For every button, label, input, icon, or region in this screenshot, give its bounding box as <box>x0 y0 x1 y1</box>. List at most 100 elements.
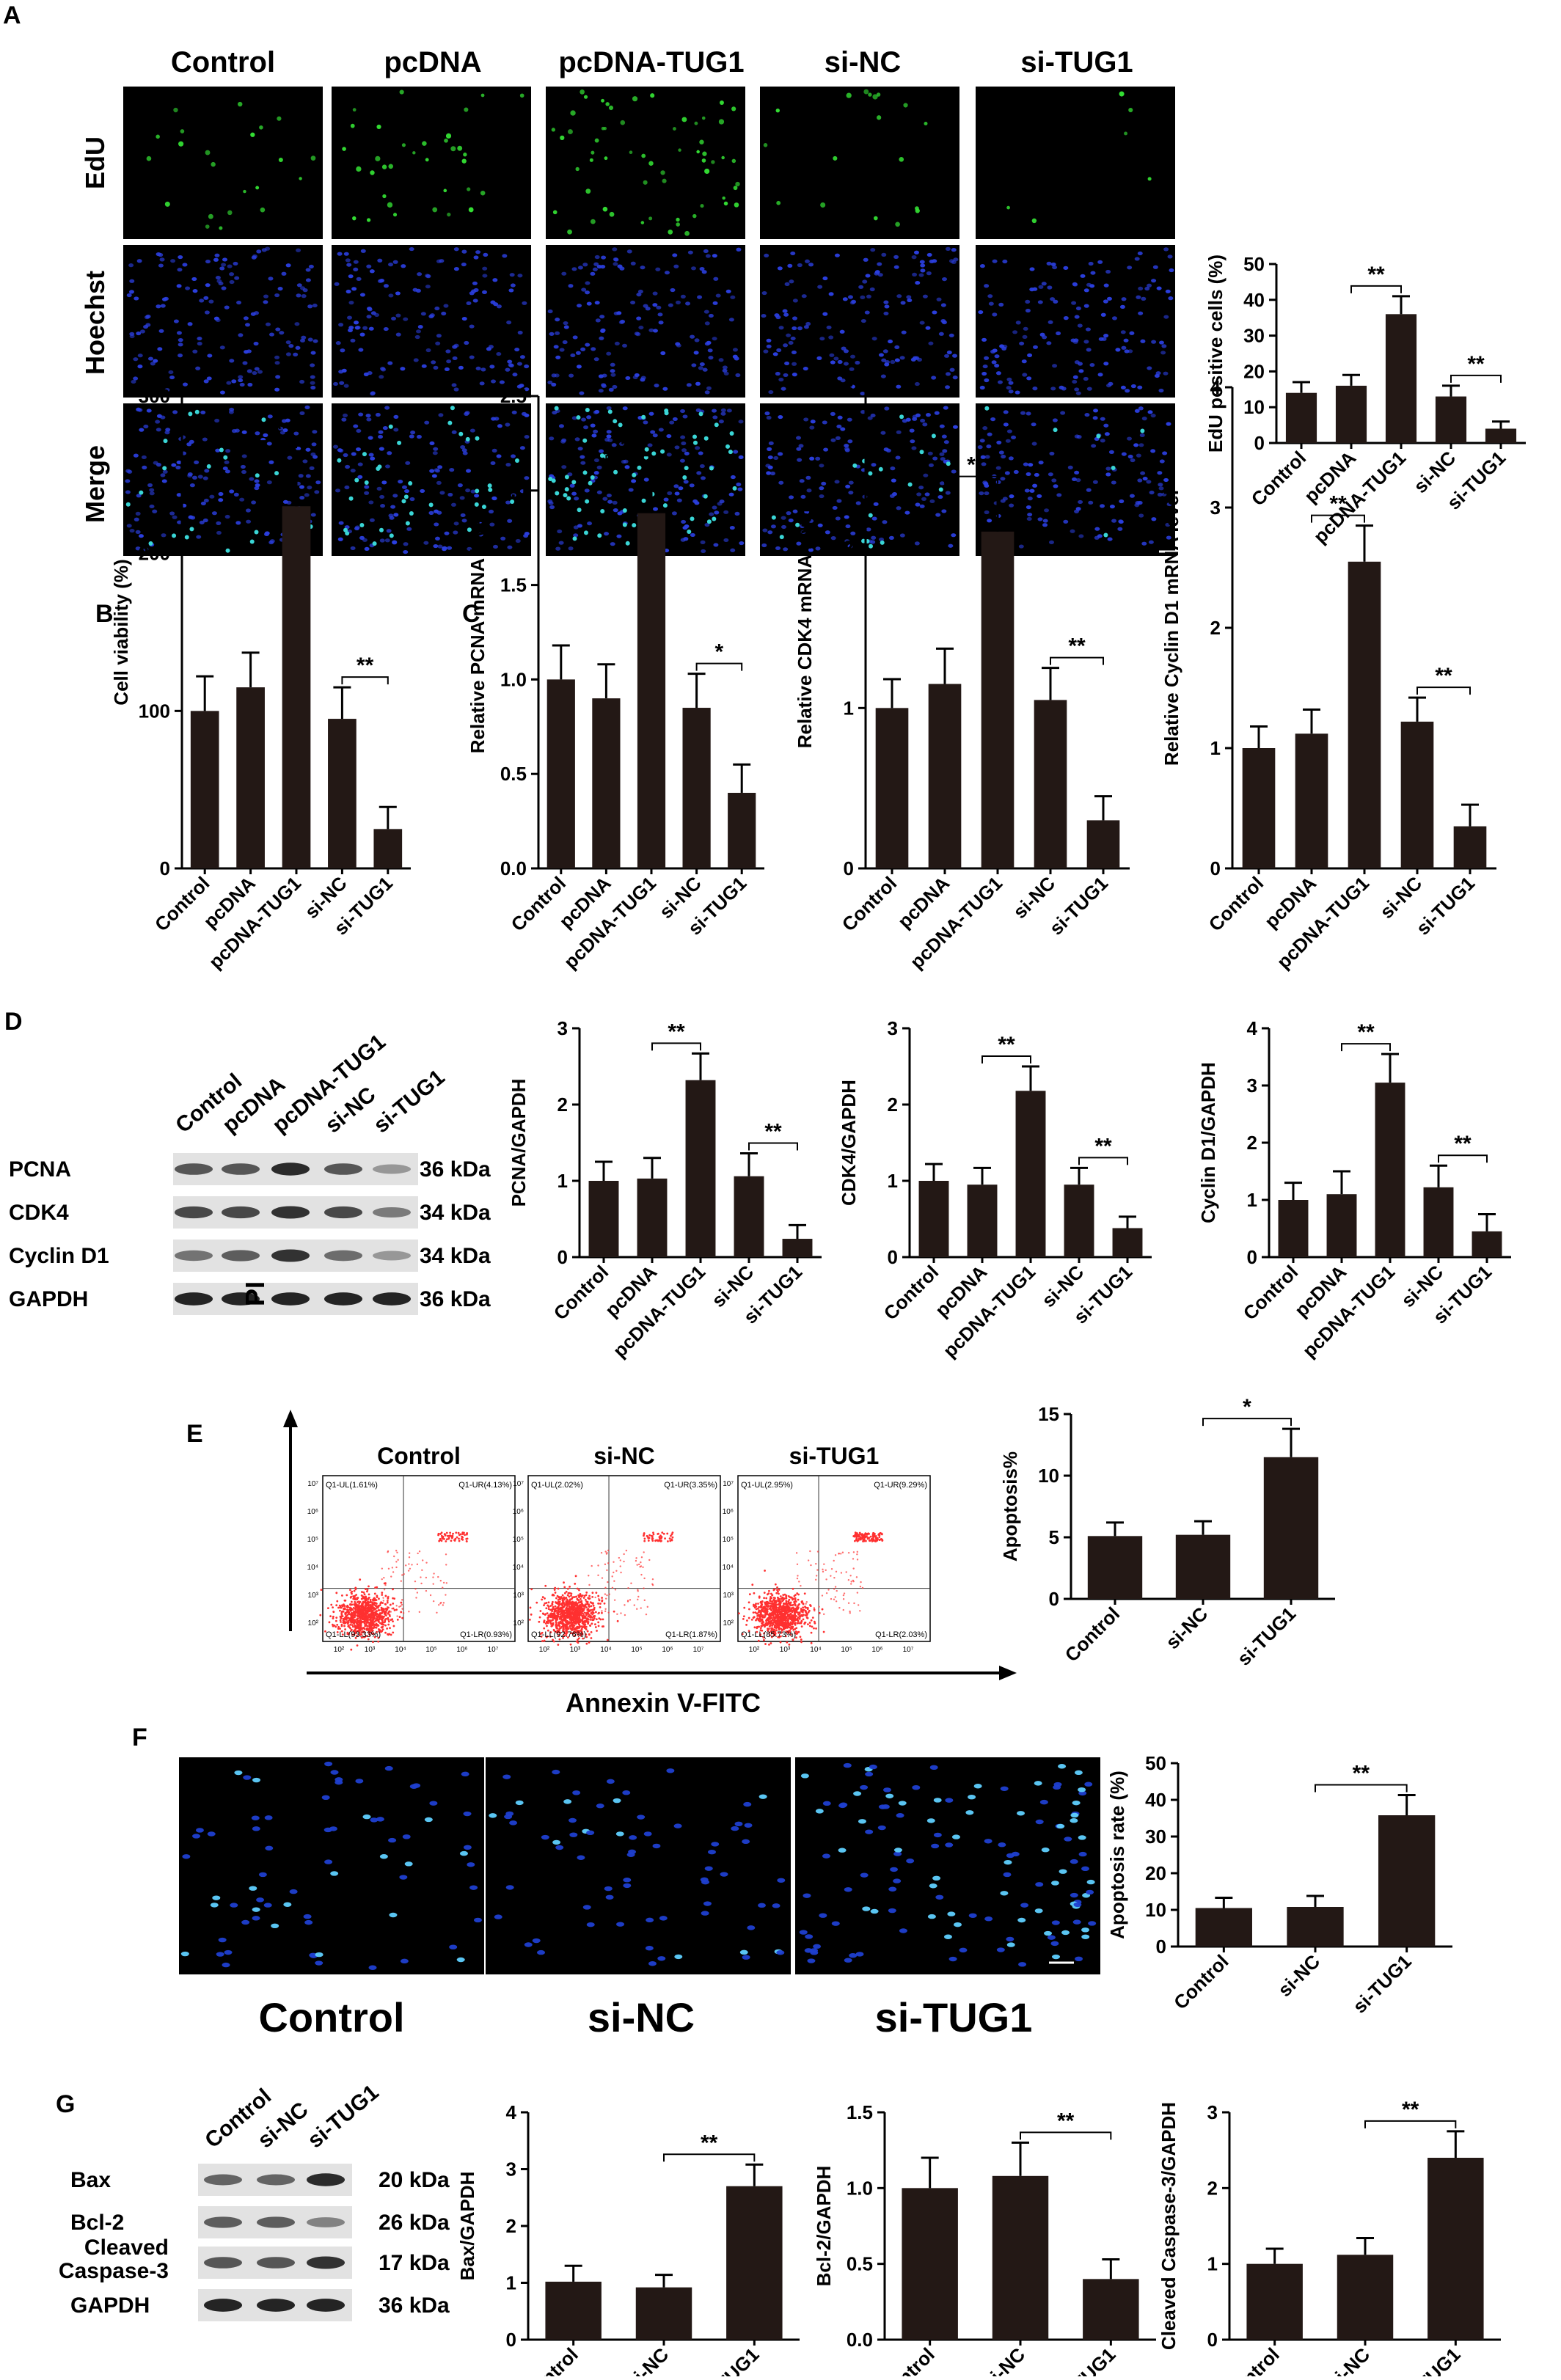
flow-event <box>579 1618 581 1620</box>
merged-nucleus <box>188 411 192 416</box>
hoechst-nucleus <box>1157 286 1162 290</box>
flow-event <box>801 1614 803 1616</box>
flow-event <box>563 1586 566 1589</box>
col-header-si-nc: si-NC <box>825 46 901 78</box>
hoechst-nucleus <box>1138 443 1144 447</box>
hoechst-nucleus <box>942 449 947 453</box>
hoechst-nucleus <box>432 474 437 477</box>
flow-event <box>574 1622 576 1625</box>
flow-event <box>780 1602 782 1604</box>
edu-nucleus <box>1032 219 1037 223</box>
hoechst-nucleus <box>203 296 208 300</box>
hoechst-nucleus <box>366 417 371 421</box>
flow-event <box>553 1594 555 1597</box>
hoechst-nucleus <box>244 316 249 320</box>
flow-plot-title: si-NC <box>593 1443 655 1469</box>
hoechst-nucleus <box>512 411 517 414</box>
flow-event <box>771 1600 773 1603</box>
hoechst-nucleus <box>512 373 517 376</box>
flow-x-tick: 10⁶ <box>662 1646 673 1654</box>
hoechst-nucleus <box>517 274 522 277</box>
flow-event <box>362 1602 364 1604</box>
hoechst-nucleus <box>149 488 154 491</box>
hoechst-nucleus <box>311 513 316 516</box>
flow-event <box>597 1603 599 1605</box>
hoechst-nucleus <box>655 268 660 271</box>
flow-event <box>555 1601 557 1603</box>
flow-event <box>560 1621 562 1623</box>
edu-nucleus <box>602 127 605 131</box>
hoechst-nucleus <box>883 301 888 304</box>
flow-event <box>795 1627 797 1629</box>
hoechst-nucleus <box>775 315 780 319</box>
hoechst-nucleus <box>351 287 357 290</box>
flow-event <box>760 1625 762 1627</box>
flow-event <box>548 1605 550 1608</box>
hoechst-nucleus <box>937 298 942 301</box>
edu-nucleus <box>351 124 355 128</box>
hoechst-nucleus <box>406 527 412 531</box>
hoechst-nucleus <box>241 465 246 469</box>
hoechst-nucleus <box>1124 339 1129 343</box>
hoechst-nucleus <box>717 502 723 505</box>
hoechst-nucleus <box>384 327 389 331</box>
flow-event <box>758 1625 760 1627</box>
hoechst-nucleus <box>999 344 1004 348</box>
hoechst-nucleus <box>1023 335 1028 339</box>
flow-event <box>637 1599 638 1600</box>
flow-event <box>869 1539 871 1542</box>
hoechst-nucleus <box>169 511 175 515</box>
hoechst-nucleus <box>219 282 224 285</box>
hoechst-nucleus <box>984 491 989 495</box>
flow-event <box>401 1580 402 1581</box>
flow-event <box>439 1539 442 1541</box>
edu-nucleus <box>480 191 486 196</box>
micrograph-tile-edu-3 <box>760 87 959 239</box>
flow-event <box>369 1614 371 1616</box>
flow-event <box>601 1612 603 1614</box>
hoechst-nucleus <box>267 480 272 484</box>
flow-event <box>546 1617 549 1619</box>
hoechst-nucleus <box>896 506 902 510</box>
hoechst-nucleus <box>778 266 783 270</box>
flow-event <box>398 1606 400 1608</box>
hoechst-nucleus <box>505 463 511 466</box>
tile-background <box>123 87 323 239</box>
flow-event <box>563 1581 565 1583</box>
hoechst-nucleus <box>296 293 301 297</box>
flow-event <box>878 1533 880 1535</box>
flow-event <box>797 1619 799 1621</box>
flow-event <box>591 1631 593 1633</box>
hoechst-nucleus <box>952 354 957 358</box>
hoechst-nucleus <box>940 457 946 461</box>
hoechst-nucleus <box>1072 282 1078 286</box>
merged-nucleus <box>597 533 602 538</box>
flow-event <box>670 1535 672 1537</box>
flow-event <box>549 1621 552 1623</box>
hoechst-nucleus <box>339 521 344 524</box>
hoechst-nucleus <box>469 291 475 295</box>
flow-event <box>762 1616 764 1619</box>
hoechst-nucleus <box>684 452 690 455</box>
hoechst-nucleus <box>685 301 690 305</box>
merged-nucleus <box>563 493 567 497</box>
hoechst-nucleus <box>1078 534 1083 538</box>
hoechst-nucleus <box>875 270 880 274</box>
flow-event <box>567 1594 569 1597</box>
flow-event <box>587 1608 589 1610</box>
hoechst-nucleus <box>360 293 365 296</box>
hoechst-nucleus <box>792 351 797 354</box>
hoechst-nucleus <box>911 446 916 450</box>
hoechst-nucleus <box>1086 488 1092 492</box>
hoechst-nucleus <box>518 331 523 334</box>
hoechst-nucleus <box>848 295 853 299</box>
hoechst-nucleus <box>691 266 696 270</box>
hoechst-nucleus <box>1138 287 1143 290</box>
hoechst-nucleus <box>130 529 135 532</box>
hoechst-nucleus <box>1072 477 1077 481</box>
hoechst-nucleus <box>674 445 679 449</box>
blot-band <box>175 1251 213 1261</box>
hoechst-nucleus <box>862 279 867 283</box>
hoechst-nucleus <box>275 375 280 378</box>
hoechst-nucleus <box>624 465 629 469</box>
